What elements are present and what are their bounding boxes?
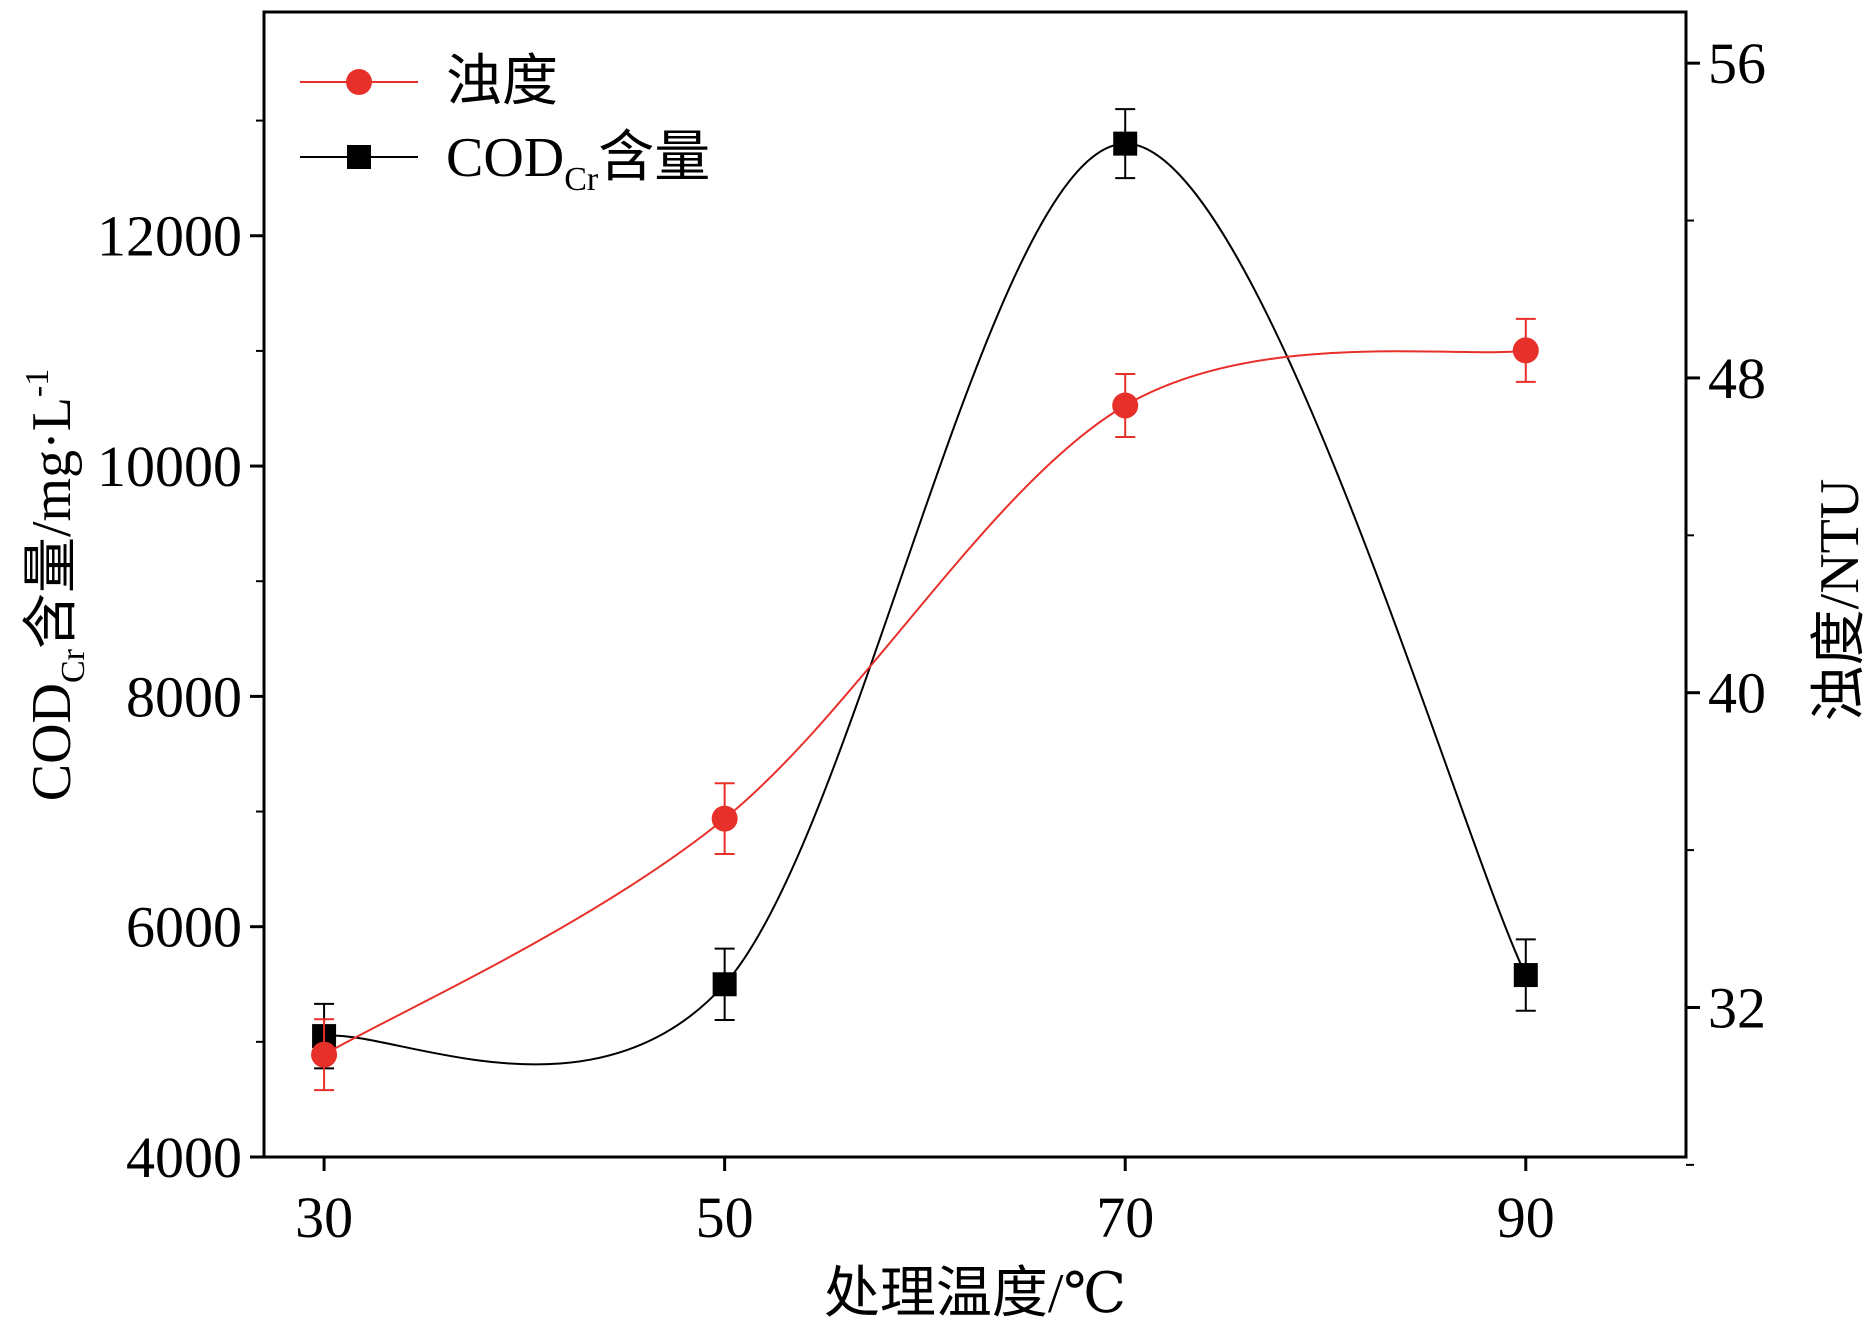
data-point-cod: [1113, 131, 1138, 156]
y-left-label-main: COD: [21, 683, 83, 801]
y-left-label-sub: Cr: [55, 648, 92, 683]
legend-cod-label: CODCr含量: [446, 127, 710, 198]
series-layer: [311, 108, 1539, 1092]
y-right-tick-label: 32: [1708, 975, 1766, 1040]
series-line-turbidity: [323, 349, 1526, 1056]
series-cod: [312, 108, 1538, 1070]
legend-cod-label-main: COD: [446, 127, 564, 189]
y-left-tick-label: 4000: [126, 1125, 242, 1190]
series-turbidity: [311, 317, 1539, 1092]
x-tick-label: 50: [696, 1185, 754, 1250]
legend-cod-marker: [347, 145, 371, 169]
y-left-label-sup: -1: [19, 369, 56, 397]
data-point-cod: [712, 972, 737, 997]
series-line-cod: [323, 142, 1527, 1066]
y-left-tick-label: 12000: [97, 204, 242, 269]
y-left-tick-label: 8000: [126, 664, 242, 729]
y-right-tick-label: 40: [1708, 661, 1766, 726]
y-left-label-rest: 含量/mg·L: [21, 397, 83, 649]
data-point-turbidity: [1112, 392, 1139, 419]
axis-ticks: [250, 61, 1700, 1171]
y-left-tick-label: 10000: [97, 434, 242, 499]
y-left-axis-label: CODCr含量/mg·L-1: [19, 369, 92, 802]
legend-cod-label-rest: 含量: [598, 127, 710, 189]
legend-item-turbidity: 浊度: [300, 51, 558, 113]
x-axis-label: 处理温度/℃: [824, 1263, 1126, 1325]
y-right-tick-label: 56: [1708, 31, 1766, 96]
legend-turbidity-label: 浊度: [446, 51, 558, 113]
data-point-turbidity: [311, 1041, 338, 1068]
legend-turbidity-marker: [346, 69, 372, 95]
x-tick-label: 90: [1497, 1185, 1555, 1250]
legend-item-cod: CODCr含量: [300, 127, 710, 198]
y-left-tick-label: 6000: [126, 895, 242, 960]
data-point-cod: [1513, 963, 1538, 988]
legend-cod-label-sub: Cr: [564, 161, 599, 198]
plot-frame: [262, 10, 1688, 1159]
y-right-tick-label: 48: [1708, 346, 1766, 411]
x-tick-label: 70: [1096, 1185, 1154, 1250]
data-point-turbidity: [711, 805, 738, 832]
y-right-axis-label: 浊度/NTU: [1809, 479, 1871, 722]
data-point-turbidity: [1512, 337, 1539, 364]
tick-labels: 30 50 70 90 4000 6000 8000 10000 12000 32 40 48 56: [97, 31, 1766, 1250]
x-tick-label: 30: [295, 1185, 353, 1250]
legend: 浊度 CODCr含量: [300, 51, 710, 198]
